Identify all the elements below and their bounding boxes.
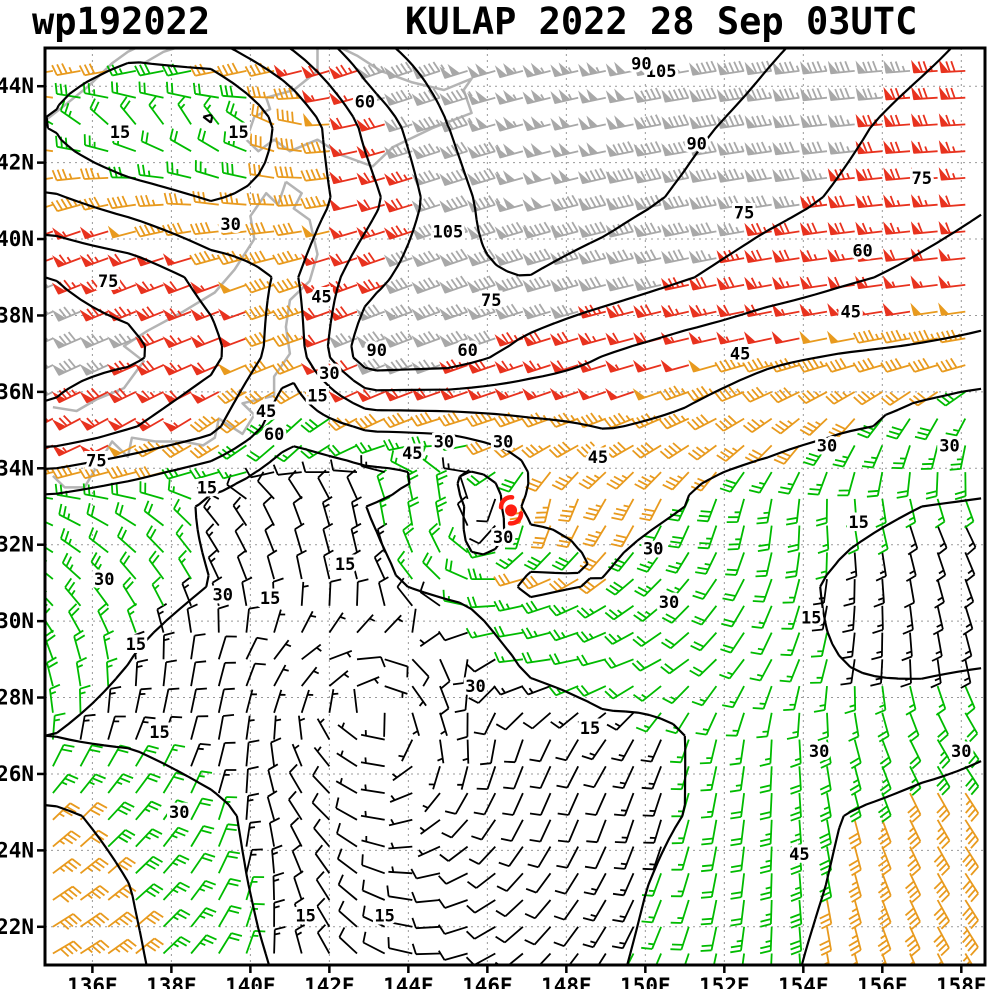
contour-label: 15 (580, 719, 600, 739)
isotach-contour-15 (45, 113, 982, 965)
y-tick-label: 44N (0, 74, 34, 98)
contour-label: 30 (220, 215, 240, 235)
contour-label: 45 (840, 303, 860, 323)
contour-label: 15 (197, 478, 217, 498)
contour-label: 15 (149, 723, 169, 743)
contour-label: 30 (169, 803, 189, 823)
contour-label: 30 (643, 540, 663, 560)
x-tick-label: 156E (857, 974, 908, 989)
x-tick-label: 144E (383, 974, 434, 989)
contour-label: 45 (256, 402, 276, 422)
plot-border (43, 46, 987, 967)
wind-barbs-layer (45, 59, 980, 965)
x-tick-label: 152E (699, 974, 750, 989)
y-tick-label: 26N (0, 762, 34, 786)
contour-label: 30 (434, 433, 454, 453)
contour-label: 75 (734, 203, 754, 223)
contour-label: 15 (126, 635, 146, 655)
contour-label: 15 (374, 906, 394, 926)
contour-label: 15 (307, 387, 327, 407)
contour-label: 30 (212, 585, 232, 605)
contour-label: 45 (730, 345, 750, 365)
y-tick-label: 36N (0, 380, 34, 404)
isotach-contour-60 (45, 48, 982, 448)
contour-label: 75 (86, 452, 106, 472)
contour-label: 15 (335, 555, 355, 575)
storm-id-label: wp192022 (32, 0, 211, 43)
x-tick-label: 150E (620, 974, 671, 989)
contour-label: 105 (432, 222, 463, 242)
x-tick-label: 142E (304, 974, 355, 989)
contour-label: 90 (367, 341, 387, 361)
contour-label: 45 (789, 845, 809, 865)
contour-label: 30 (465, 677, 485, 697)
contour-label: 75 (481, 291, 501, 311)
x-tick-label: 136E (67, 974, 118, 989)
contour-label: 15 (848, 513, 868, 533)
contour-label: 30 (659, 593, 679, 613)
contour-labels: 15 15304560759010510590907575604575603015… (83, 51, 974, 929)
y-tick-label: 40N (0, 227, 34, 251)
isotach-contours (45, 48, 982, 965)
contour-label: 60 (457, 341, 477, 361)
contour-label: 30 (493, 528, 513, 548)
contour-label: 15 (110, 123, 130, 143)
contour-label: 30 (817, 436, 837, 456)
contour-label: 30 (809, 742, 829, 762)
x-tick-label: 148E (541, 974, 592, 989)
contour-label: 75 (912, 169, 932, 189)
contour-label: 75 (98, 272, 118, 292)
isotach-contour-30 (45, 61, 982, 965)
typhoon-icon (498, 495, 524, 526)
contour-label: 90 (686, 135, 706, 155)
y-tick-label: 30N (0, 609, 34, 633)
contour-label: 30 (493, 433, 513, 453)
contour-label: 60 (355, 92, 375, 112)
chart-title: KULAP 2022 28 Sep 03UTC (405, 0, 918, 43)
contour-label: 15 (295, 906, 315, 926)
isotach-contour-45 (45, 48, 982, 470)
contour-label: 90 (631, 54, 651, 74)
contour-label: 15 (801, 608, 821, 628)
x-tick-label: 154E (778, 974, 829, 989)
contour-label: 30 (94, 570, 114, 590)
contour-label: 30 (319, 364, 339, 384)
y-tick-label: 38N (0, 303, 34, 327)
contour-label: 45 (402, 444, 422, 464)
y-tick-label: 24N (0, 838, 34, 862)
y-tick-label: 28N (0, 686, 34, 710)
contour-label: 30 (951, 742, 971, 762)
contour-label: 105 (646, 62, 677, 82)
chart-header: wp192022 KULAP 2022 28 Sep 03UTC (0, 0, 987, 48)
contour-label: 45 (588, 448, 608, 468)
contour-label: 45 (311, 287, 331, 307)
y-tick-label: 34N (0, 456, 34, 480)
isotach-contour-90 (394, 48, 788, 277)
contour-label: 60 (264, 425, 284, 445)
x-tick-label: 146E (462, 974, 513, 989)
contour-label: 60 (852, 242, 872, 262)
x-tick-label: 140E (225, 974, 276, 989)
y-tick-label: 32N (0, 533, 34, 557)
graticule-lines (45, 48, 985, 965)
contour-label: 15 (260, 589, 280, 609)
y-tick-label: 22N (0, 915, 34, 939)
contour-label: 15 (228, 123, 248, 143)
y-tick-label: 42N (0, 151, 34, 175)
isotach-contour-75 (45, 48, 953, 403)
axis-labels: 136E 138E 140E 142E 144E 146E 148E 150E 152E 154E… (0, 74, 987, 989)
x-tick-label: 138E (146, 974, 197, 989)
x-tick-label: 158E (936, 974, 987, 989)
contour-label: 30 (939, 436, 959, 456)
